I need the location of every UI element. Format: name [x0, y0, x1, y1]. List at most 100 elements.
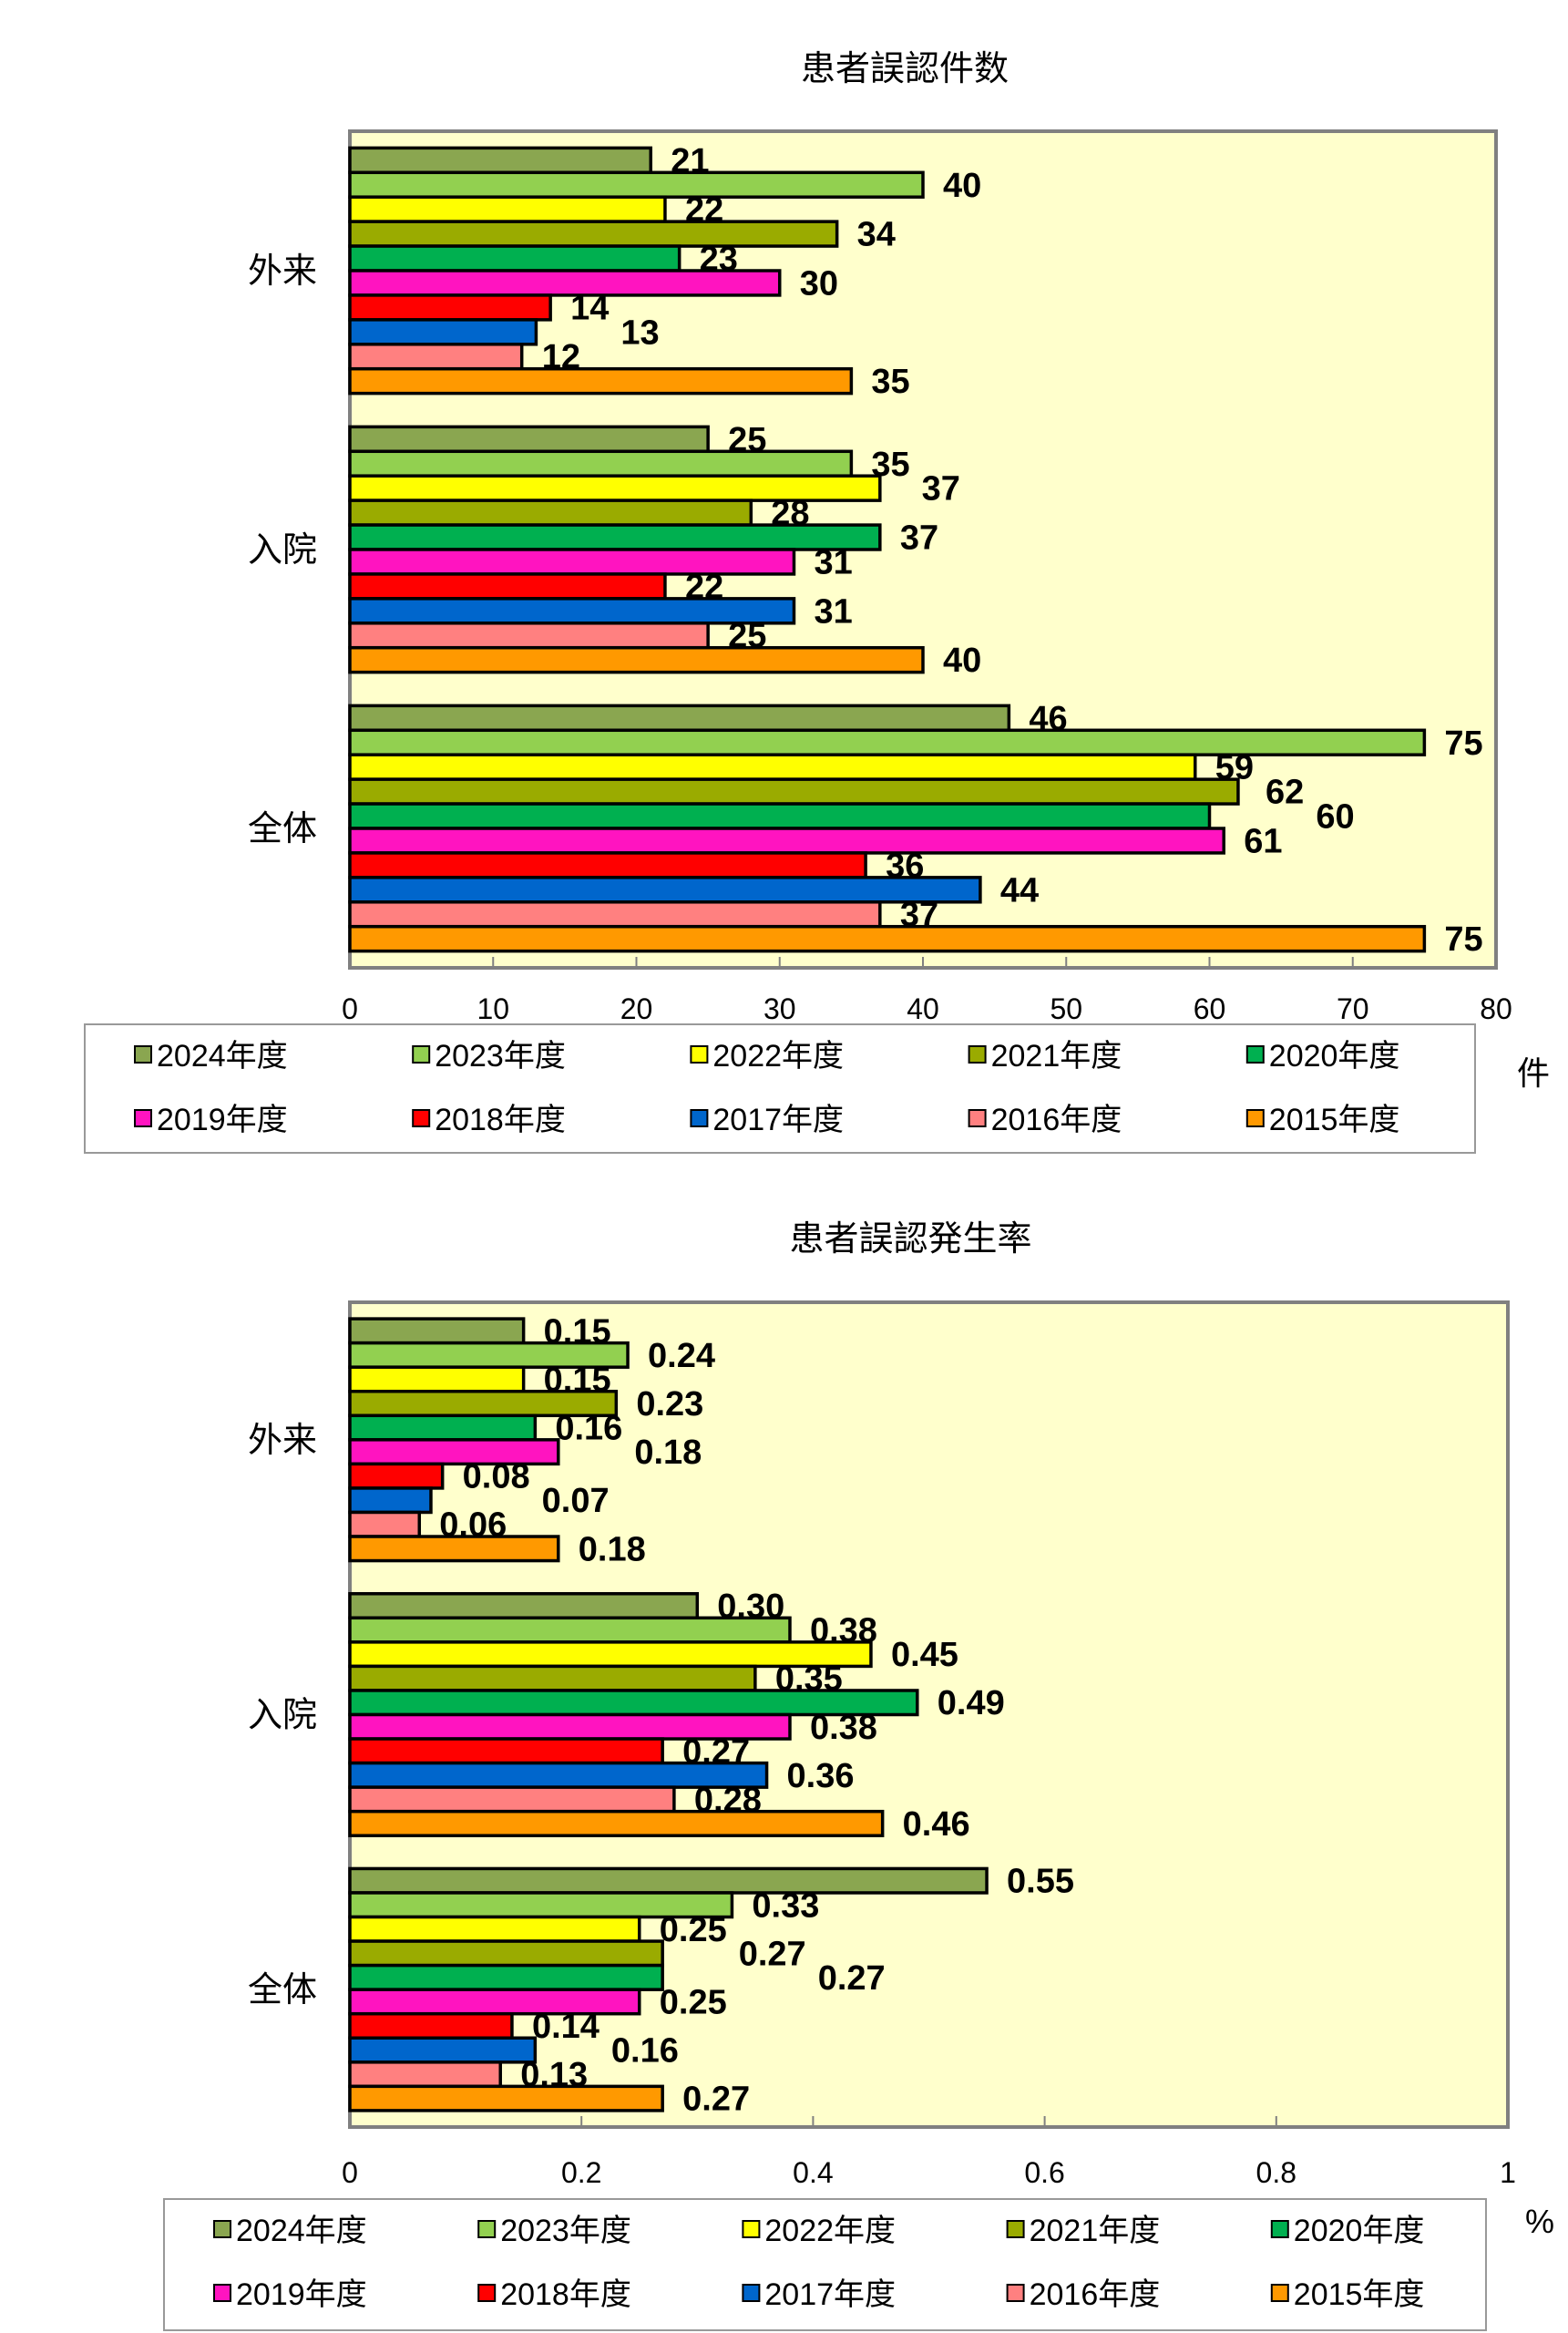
bar: [348, 244, 682, 272]
data-label: 61: [1244, 822, 1282, 860]
unit-label: 件: [1517, 1054, 1550, 1092]
data-label: 0.27: [818, 1959, 886, 1998]
bar: [348, 572, 667, 601]
legend-swatch: [1006, 2284, 1025, 2302]
bar: [348, 728, 1427, 756]
legend-swatch: [477, 2220, 497, 2238]
bar: [348, 1341, 630, 1369]
data-label: 13: [620, 313, 659, 352]
legend-label: 2019年度: [157, 1103, 288, 1137]
bar: [348, 622, 710, 650]
legend-label: 2022年度: [712, 1039, 844, 1074]
bar: [348, 1664, 757, 1692]
data-label: 25: [728, 421, 766, 459]
data-label: 0.45: [891, 1636, 958, 1674]
bar-group: [348, 1866, 989, 2112]
category-label: 外来: [248, 252, 317, 291]
legend-swatch: [134, 1109, 152, 1127]
bar-group: [348, 1592, 919, 1837]
data-label: 0.16: [611, 2032, 679, 2071]
data-label: 75: [1444, 920, 1482, 959]
chart-title: 患者誤認発生率: [789, 1220, 1031, 1259]
category-label: 全体: [248, 810, 317, 848]
legend-swatch: [690, 1045, 709, 1064]
legend-swatch: [1245, 1045, 1265, 1064]
data-label: 22: [685, 191, 723, 230]
x-tick-label: 10: [477, 992, 509, 1025]
data-label: 46: [1029, 700, 1067, 738]
bar-group: [348, 704, 1427, 953]
x-tick-label: 0.2: [561, 2156, 601, 2189]
bar: [348, 851, 867, 879]
data-label: 0.24: [648, 1337, 715, 1375]
bar: [348, 1915, 641, 1943]
bar: [348, 146, 652, 175]
bar: [348, 753, 1197, 781]
data-label: 40: [943, 642, 981, 680]
bar: [348, 220, 839, 248]
bar: [348, 2061, 502, 2089]
bar: [348, 1462, 445, 1490]
legend-swatch: [742, 2220, 761, 2238]
unit-label: %: [1525, 2203, 1554, 2240]
bar: [348, 449, 854, 478]
data-label: 25: [728, 617, 766, 655]
data-label: 0.13: [520, 2056, 588, 2094]
legend-label: 2024年度: [157, 1039, 288, 1074]
legend: 2024年度 2023年度 2022年度 2021年度 2020年度 2019年度 2018…: [84, 1023, 1476, 1154]
bar: [348, 1866, 989, 1895]
chart-title: 患者誤認件数: [801, 50, 1009, 88]
legend-swatch: [1006, 2220, 1025, 2238]
legend-label: 2021年度: [1030, 2214, 1161, 2248]
category-label: 全体: [248, 1971, 317, 2009]
legend-label: 2023年度: [500, 2214, 631, 2248]
bar: [348, 1486, 433, 1515]
data-label: 0.49: [938, 1684, 1005, 1722]
x-tick-label: 1: [1500, 2156, 1516, 2189]
x-tick-label: 0.6: [1024, 2156, 1064, 2189]
legend-label: 2015年度: [1269, 1103, 1400, 1137]
bar: [348, 876, 982, 904]
data-label: 34: [857, 216, 896, 254]
bar: [348, 645, 925, 674]
bar: [348, 1317, 526, 1345]
legend-swatch: [968, 1045, 987, 1064]
data-label: 0.16: [555, 1410, 622, 1448]
legend-swatch: [1270, 2284, 1289, 2302]
bar: [348, 1365, 526, 1393]
legend-label: 2015年度: [1294, 2277, 1425, 2312]
data-label: 28: [771, 495, 809, 533]
bar: [348, 1640, 873, 1669]
bar: [348, 1963, 664, 1991]
bar: [348, 1510, 422, 1538]
data-label: 37: [900, 519, 938, 558]
bar: [348, 498, 753, 527]
data-label: 0.15: [544, 1312, 611, 1351]
data-label: 60: [1316, 798, 1354, 837]
data-label: 0.25: [660, 1911, 727, 1949]
data-label: 14: [570, 289, 609, 327]
data-label: 22: [685, 568, 723, 606]
legend-swatch: [412, 1045, 431, 1064]
data-label: 0.38: [810, 1612, 877, 1650]
data-label: 36: [886, 847, 924, 885]
data-label-group: 0.30 0.38 0.45 0.35 0.49 0.38 0.27 0.36 0.28 0.46: [682, 1588, 1005, 1844]
data-label: 44: [1000, 871, 1039, 910]
data-label: 0.36: [787, 1757, 855, 1795]
legend-swatch: [742, 2284, 761, 2302]
bar: [348, 474, 882, 502]
legend-box: [84, 1023, 1476, 1154]
data-label: 37: [900, 896, 938, 934]
bar: [348, 1616, 792, 1644]
data-label: 0.14: [532, 2008, 600, 2046]
category-label: 入院: [248, 1697, 317, 1735]
bar: [348, 269, 782, 297]
data-label: 0.25: [660, 1983, 727, 2021]
bar-group: [348, 146, 925, 396]
data-label: 0.07: [542, 1482, 610, 1520]
legend-label: 2018年度: [500, 2277, 631, 2312]
legend: 2024年度 2023年度 2022年度 2021年度 2020年度 2019年度 2018…: [163, 2198, 1487, 2331]
data-label: 35: [871, 446, 909, 484]
data-label: 31: [814, 592, 852, 631]
legend-swatch: [1270, 2220, 1289, 2238]
